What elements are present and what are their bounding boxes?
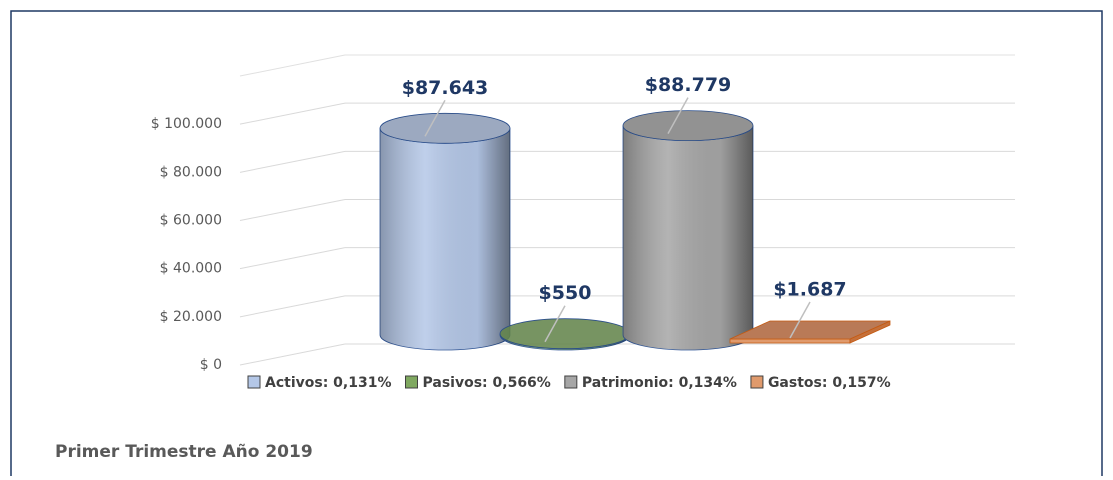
legend-label: Pasivos: 0,566% xyxy=(423,375,551,391)
y-tick-label: $ 0 xyxy=(200,357,222,373)
bar-top xyxy=(622,110,754,142)
legend-swatch xyxy=(405,375,418,389)
wall-edge xyxy=(239,54,346,77)
grid-line xyxy=(239,295,346,318)
bar-shade xyxy=(380,128,510,350)
bar-top xyxy=(729,320,891,340)
grid-line xyxy=(239,102,346,125)
label-leader xyxy=(667,97,689,134)
grid-line xyxy=(239,199,346,221)
y-tick-label: $ 40.000 xyxy=(160,261,222,277)
legend-label: Gastos: 0,157% xyxy=(768,375,891,391)
y-tick-label: $ 100.000 xyxy=(151,116,222,132)
y-tick-label: $ 60.000 xyxy=(160,213,222,229)
y-tick-label: $ 80.000 xyxy=(160,164,222,180)
bar xyxy=(729,338,851,344)
value-label: $550 xyxy=(539,282,592,304)
legend-label: Activos: 0,131% xyxy=(265,375,392,391)
chart-title: Primer Trimestre Año 2019 xyxy=(55,442,313,462)
grid-line xyxy=(239,150,346,173)
chart-frame xyxy=(10,10,1103,480)
bar-top xyxy=(379,112,511,144)
grid-line xyxy=(239,343,346,366)
legend-swatch xyxy=(750,375,764,389)
value-label: $1.687 xyxy=(773,279,846,301)
bar-top-shade xyxy=(380,113,510,144)
bar-shade xyxy=(623,125,753,351)
legend-swatch xyxy=(564,375,578,389)
bar-top-shade xyxy=(500,318,630,349)
grid-line xyxy=(239,247,346,270)
label-leader xyxy=(424,99,446,137)
value-label: $87.643 xyxy=(402,77,489,99)
y-tick-label: $ 20.000 xyxy=(160,309,222,325)
label-leader xyxy=(789,301,811,339)
legend-label: Patrimonio: 0,134% xyxy=(582,375,737,391)
value-label: $88.779 xyxy=(645,74,732,96)
label-leader xyxy=(544,305,566,343)
legend-swatch xyxy=(247,375,261,389)
bar-top-shade xyxy=(623,110,753,141)
